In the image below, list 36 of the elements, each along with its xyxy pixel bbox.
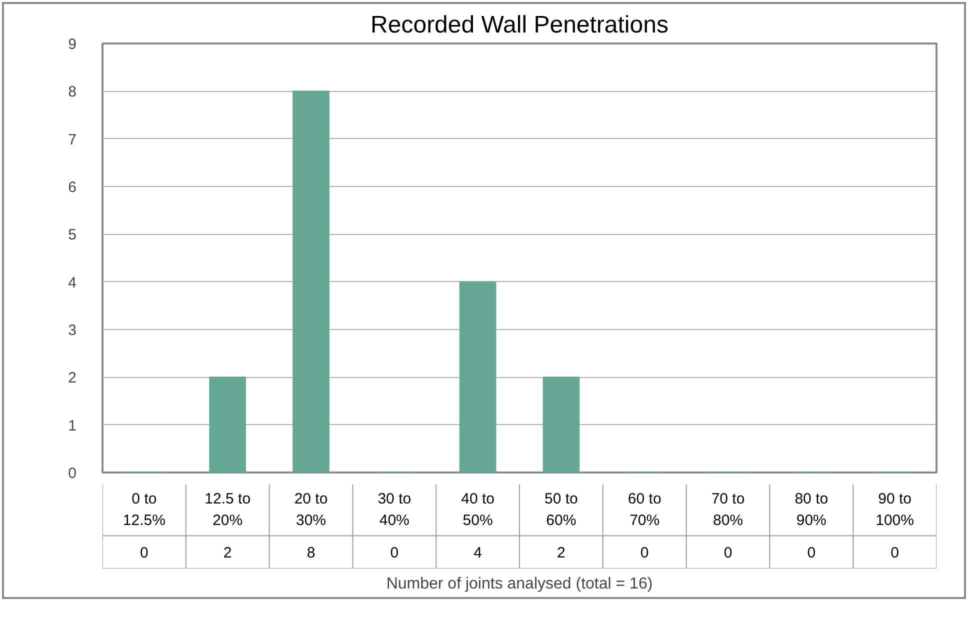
x-axis-title: Number of joints analysed (total = 16) (386, 576, 653, 592)
bar (459, 281, 496, 472)
y-tick-label: 8 (68, 84, 76, 101)
chart-title: Recorded Wall Penetrations (370, 12, 668, 38)
bar (209, 376, 246, 472)
x-tick-label: 40 to 50% (461, 490, 494, 529)
y-tick-label: 1 (68, 417, 76, 434)
data-label: 0 (640, 544, 649, 562)
x-tick-label: 12.5 to 20% (204, 490, 251, 529)
x-tick-label: 90 to 100% (876, 490, 914, 529)
data-label: 8 (306, 544, 316, 562)
data-label: 0 (390, 544, 399, 562)
y-tick-label: 9 (68, 36, 76, 53)
x-tick-label: 70 to 80% (711, 490, 745, 529)
bar (292, 90, 330, 472)
data-label: 0 (890, 544, 899, 562)
bar (542, 376, 580, 472)
y-tick-label: 6 (68, 179, 76, 196)
data-label: 2 (223, 544, 232, 562)
x-tick-label: 0 to 12.5% (122, 490, 166, 529)
y-tick-label: 7 (68, 131, 76, 148)
x-tick-label: 60 to 70% (628, 490, 662, 529)
y-tick-label: 2 (68, 370, 76, 387)
x-tick-label: 20 to 30% (294, 490, 328, 529)
y-tick-label: 0 (68, 465, 76, 482)
y-tick-label: 3 (68, 322, 76, 339)
y-tick-label: 4 (68, 274, 76, 292)
data-label: 0 (140, 544, 148, 562)
data-label: 4 (474, 544, 482, 562)
x-tick-label: 50 to 60% (544, 490, 578, 529)
data-label: 2 (557, 544, 566, 562)
data-label: 0 (807, 544, 816, 562)
x-tick-label: 80 to 90% (794, 490, 828, 529)
x-tick-label: 30 to 40% (378, 490, 412, 529)
y-tick-label: 5 (68, 226, 76, 244)
data-label: 0 (724, 544, 732, 562)
